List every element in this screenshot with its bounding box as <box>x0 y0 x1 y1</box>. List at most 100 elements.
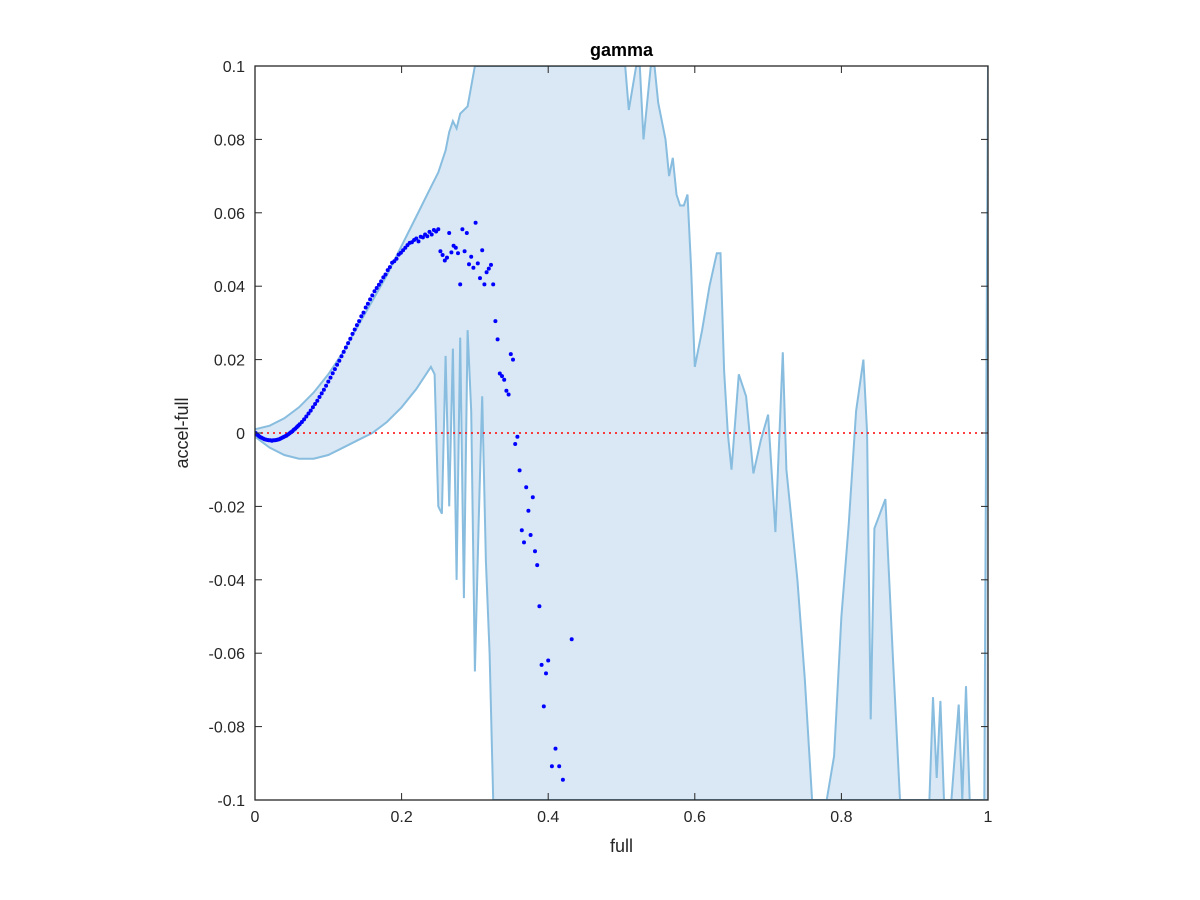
data-point <box>549 764 554 769</box>
data-point <box>528 533 533 537</box>
data-point <box>330 371 335 376</box>
data-point <box>341 349 346 354</box>
plot-content <box>255 66 988 800</box>
data-point <box>361 310 366 315</box>
data-point <box>310 405 315 410</box>
data-point <box>302 417 307 422</box>
data-point <box>535 563 540 568</box>
data-point <box>440 253 445 257</box>
data-point <box>475 261 480 266</box>
data-point <box>537 604 542 609</box>
data-point <box>500 374 504 379</box>
data-point <box>414 236 419 241</box>
data-point <box>569 637 574 642</box>
data-point <box>348 336 353 341</box>
data-point <box>480 248 485 253</box>
y-tick-label: 0.04 <box>214 279 245 296</box>
data-point <box>372 289 377 294</box>
data-point <box>427 229 432 234</box>
axes: 0 0.2 0.4 0.6 0.8 1 -0.1 -0.08 -0.06 -0.04 -0.02 0 0… <box>209 59 993 826</box>
data-point <box>319 391 324 396</box>
data-point <box>429 232 434 237</box>
data-point <box>317 395 322 399</box>
data-point <box>508 352 513 357</box>
data-point <box>460 227 465 232</box>
data-point <box>326 379 331 384</box>
data-point <box>458 282 463 287</box>
data-point <box>526 508 531 513</box>
data-point <box>383 272 388 277</box>
data-point <box>515 434 520 439</box>
data-point <box>339 354 344 359</box>
data-point <box>315 398 320 403</box>
data-point <box>530 495 535 500</box>
data-point <box>473 220 478 225</box>
data-point <box>420 235 425 240</box>
data-point <box>544 671 548 676</box>
y-tick-label: -0.06 <box>209 646 246 663</box>
data-point <box>328 375 333 380</box>
data-point <box>368 297 373 302</box>
data-point <box>522 540 526 545</box>
data-point <box>304 414 309 419</box>
data-point <box>484 270 489 275</box>
data-point <box>447 231 452 235</box>
data-point <box>471 265 476 270</box>
data-point <box>438 249 443 254</box>
data-point <box>436 227 441 232</box>
data-point <box>363 305 368 310</box>
y-tick-label: -0.1 <box>217 793 245 810</box>
data-point <box>519 528 524 533</box>
data-point <box>533 549 537 554</box>
data-point <box>464 231 469 235</box>
band-upper-edge <box>255 66 988 800</box>
data-point <box>513 442 518 446</box>
data-point <box>332 367 337 372</box>
data-point <box>308 408 313 413</box>
x-axis-label: full <box>610 836 633 856</box>
data-point <box>299 420 304 424</box>
y-tick-label: 0.08 <box>214 132 245 149</box>
data-point <box>425 234 430 239</box>
plot-area <box>255 66 988 800</box>
data-point <box>557 764 562 769</box>
data-point <box>486 266 491 271</box>
data-point <box>541 704 546 709</box>
data-point <box>321 387 326 392</box>
y-tick-label: -0.08 <box>209 720 246 737</box>
data-point <box>553 746 558 751</box>
y-axis-label: accel-full <box>172 397 192 468</box>
data-point <box>495 337 500 342</box>
data-point <box>352 327 357 332</box>
band-lower-edge <box>255 330 988 800</box>
data-point <box>539 662 544 667</box>
data-point <box>313 402 318 406</box>
data-point <box>504 388 509 393</box>
data-point <box>394 256 399 261</box>
x-tick-label: 0 <box>251 809 260 826</box>
data-point <box>385 268 390 273</box>
x-tick-label: 0.6 <box>684 809 706 826</box>
data-point <box>370 293 375 298</box>
data-point <box>354 323 359 328</box>
y-tick-label: 0.1 <box>223 59 245 76</box>
data-point <box>449 250 454 255</box>
data-point <box>350 331 355 336</box>
data-point <box>416 239 421 244</box>
data-point <box>511 357 515 362</box>
y-tick-label: -0.02 <box>209 499 246 516</box>
data-point <box>365 301 370 306</box>
data-point <box>442 258 447 263</box>
data-point <box>381 275 386 280</box>
chart-title: gamma <box>590 40 654 60</box>
data-point <box>478 276 482 281</box>
data-point <box>324 383 329 388</box>
y-tick-label: -0.04 <box>209 573 246 590</box>
data-point <box>346 341 351 346</box>
data-point <box>306 411 311 416</box>
data-point <box>546 658 551 663</box>
data-point <box>379 279 384 284</box>
data-point <box>560 777 565 782</box>
data-point <box>497 371 502 376</box>
